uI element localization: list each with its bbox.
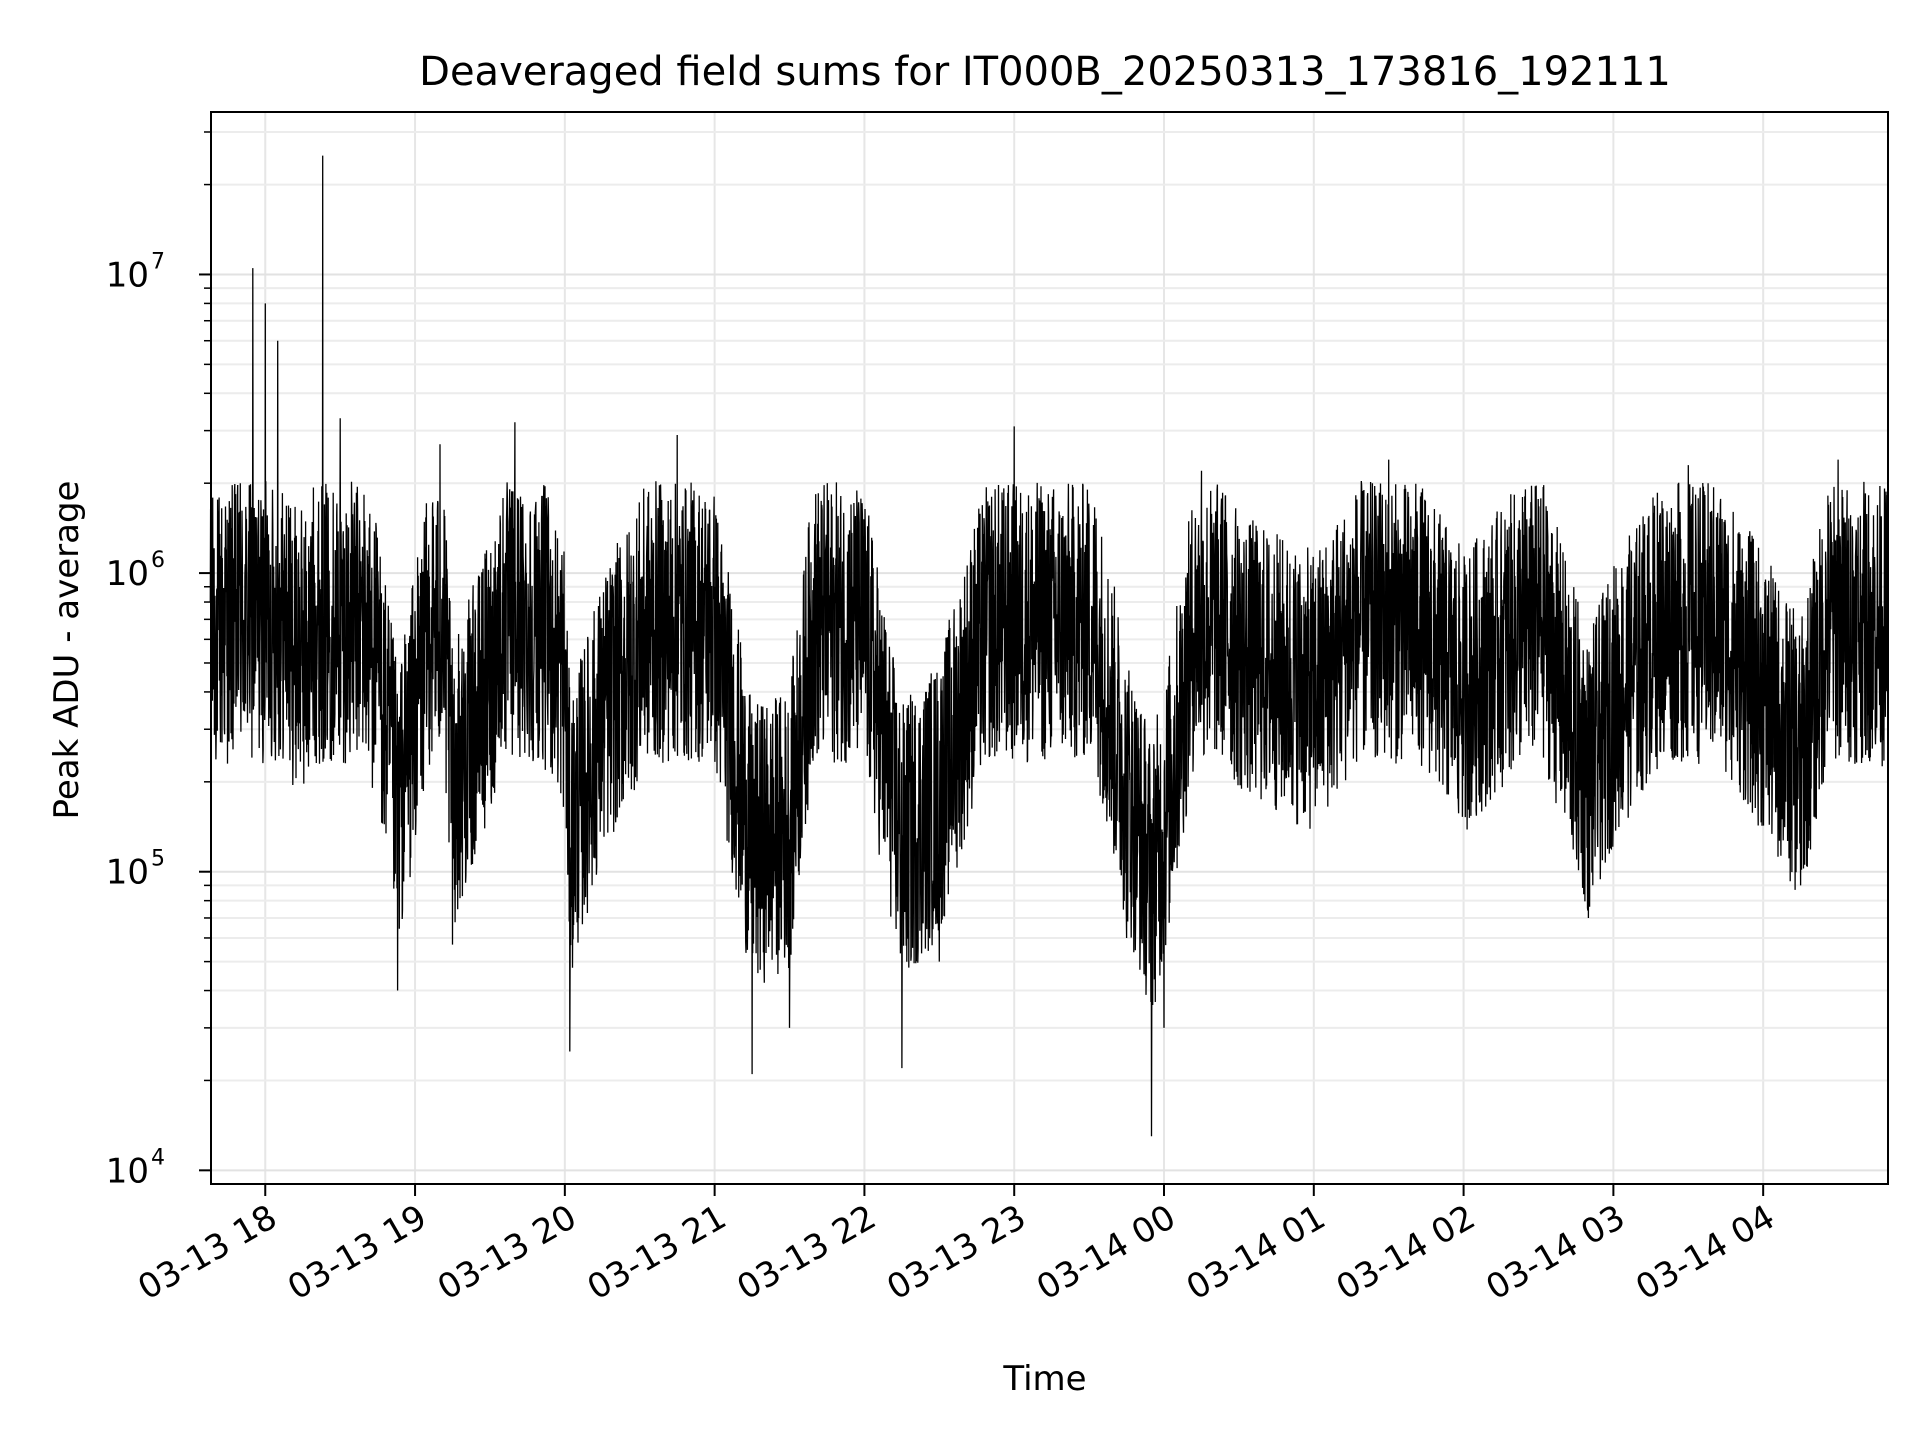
y-tick-label: 10 7 [106, 249, 165, 295]
chart-title: Deaveraged field sums for IT000B_2025031… [419, 49, 1671, 95]
y-tick-label: 10 4 [106, 1145, 165, 1191]
plot-area-frame [210, 111, 1889, 1185]
y-tick-label-base: 10 [106, 853, 149, 893]
y-tick-label: 10 5 [106, 847, 165, 893]
y-axis-label: Peak ADU - average [47, 481, 87, 820]
y-tick-label-base: 10 [106, 255, 149, 295]
y-tick-label-exponent: 6 [151, 548, 165, 573]
series-line [209, 155, 1889, 1137]
x-axis-label: Time [1002, 1359, 1086, 1399]
y-tick-label-exponent: 4 [151, 1145, 165, 1170]
series-layer [209, 155, 1889, 1137]
y-tick-label: 10 6 [106, 548, 165, 594]
y-tick-label-exponent: 5 [151, 847, 165, 872]
y-tick-label-base: 10 [106, 1151, 149, 1191]
y-tick-label-base: 10 [106, 554, 149, 594]
y-tick-label-exponent: 7 [151, 249, 165, 274]
